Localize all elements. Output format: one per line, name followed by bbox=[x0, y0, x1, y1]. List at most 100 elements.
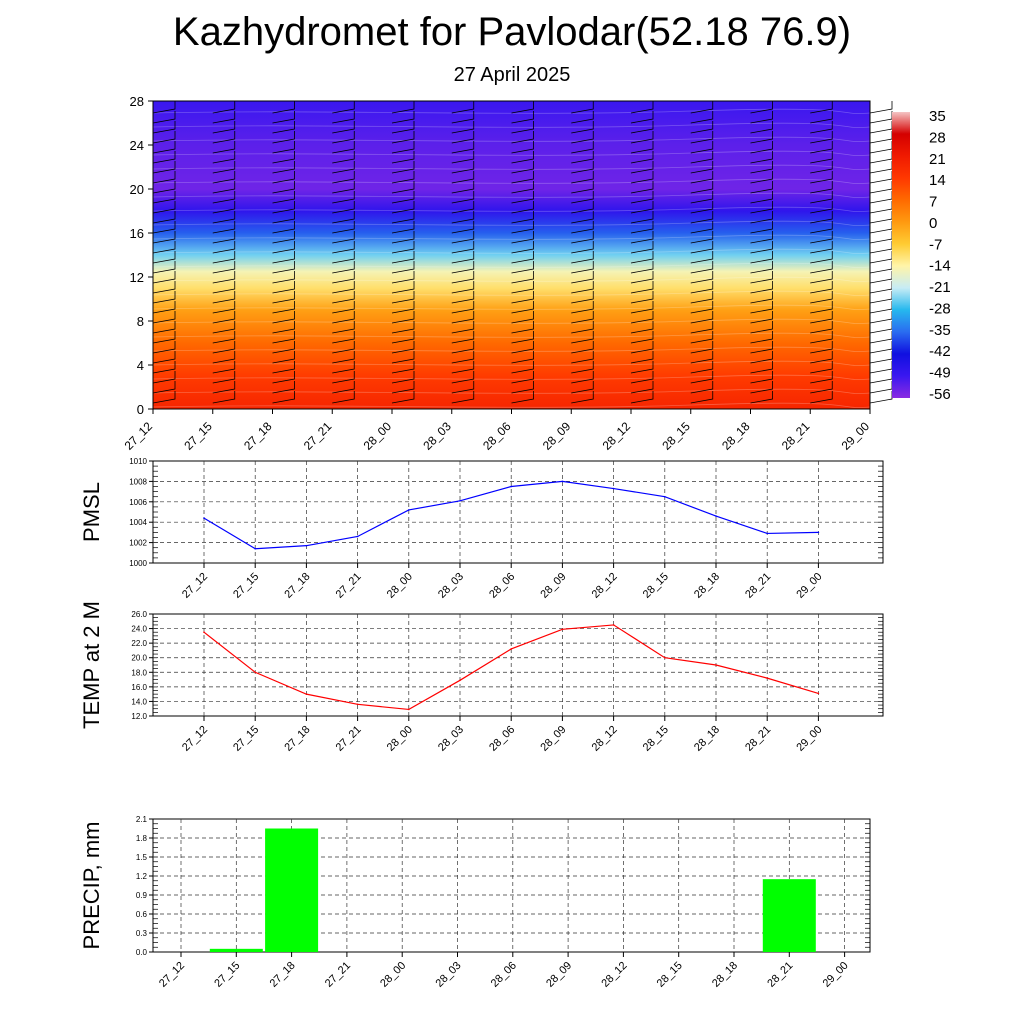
wind-barb bbox=[511, 331, 534, 344]
wind-barb bbox=[750, 101, 773, 114]
wind-barb bbox=[571, 151, 594, 164]
wind-barb bbox=[571, 361, 594, 374]
contour-line bbox=[152, 402, 871, 408]
heatmap-x-tick-label: 29_00 bbox=[839, 419, 873, 453]
wind-barb bbox=[810, 391, 833, 404]
wind-barb bbox=[272, 241, 295, 254]
temp-chart: 12.0 14.0 16.0 18.0 20.0 22.0 24.0 26.0 27_12 27_… bbox=[79, 601, 884, 754]
data-point bbox=[561, 480, 564, 483]
wind-barb bbox=[451, 241, 475, 254]
wind-barb bbox=[212, 171, 236, 184]
data-point bbox=[817, 692, 820, 695]
x-tick-label: 28_15 bbox=[641, 724, 671, 754]
x-tick-label: 28_18 bbox=[692, 571, 722, 601]
y-axis-title: PRECIP, mm bbox=[79, 822, 104, 950]
wind-barb bbox=[332, 371, 355, 384]
wind-barb bbox=[451, 151, 475, 164]
contour-line bbox=[152, 262, 871, 268]
wind-barb bbox=[750, 241, 773, 254]
wind-barb bbox=[630, 181, 654, 194]
wind-barb bbox=[571, 191, 594, 204]
wind-barb bbox=[750, 291, 773, 304]
wind-barb bbox=[152, 361, 176, 374]
colorbar-label: 7 bbox=[929, 194, 937, 211]
wind-barb bbox=[332, 151, 355, 164]
heatmap-x-tick-label: 28_06 bbox=[480, 419, 514, 453]
wind-barb bbox=[152, 371, 176, 384]
page-title: Kazhydromet for Pavlodar(52.18 76.9) bbox=[172, 10, 852, 54]
wind-barb bbox=[451, 111, 475, 124]
wind-barb bbox=[391, 211, 415, 224]
colorbar-label: -49 bbox=[929, 365, 951, 382]
wind-barb bbox=[630, 271, 654, 284]
wind-barb bbox=[272, 381, 295, 394]
wind-barb bbox=[152, 391, 176, 404]
wind-barb bbox=[152, 221, 176, 234]
colorbar-label: 0 bbox=[929, 215, 937, 232]
wind-barb bbox=[690, 131, 714, 144]
wind-barb bbox=[630, 111, 654, 124]
wind-barb bbox=[391, 261, 415, 274]
heatmap-y-tick-label: 0 bbox=[137, 402, 144, 417]
wind-barb bbox=[152, 351, 176, 364]
wind-barb bbox=[451, 381, 475, 394]
wind-barb bbox=[810, 271, 833, 284]
y-tick-label: 1006 bbox=[129, 498, 147, 507]
wind-barb bbox=[511, 261, 534, 274]
wind-barb bbox=[810, 331, 833, 344]
wind-barb bbox=[810, 111, 833, 124]
wind-barb bbox=[152, 171, 176, 184]
wind-barb bbox=[332, 281, 355, 294]
wind-barb bbox=[810, 131, 833, 144]
wind-barb bbox=[690, 101, 714, 114]
data-point bbox=[817, 531, 820, 534]
wind-barb bbox=[630, 161, 654, 174]
wind-barb bbox=[332, 211, 355, 224]
wind-barb bbox=[152, 261, 176, 274]
contour-line bbox=[152, 388, 871, 394]
heatmap-y-tick-label: 20 bbox=[130, 182, 144, 197]
wind-barb bbox=[272, 281, 295, 294]
colorbar: 35 28 21 14 7 0 -7 -14 -21 -28 -35 -42 -49 -56 bbox=[892, 108, 951, 403]
wind-barb bbox=[750, 181, 773, 194]
colorbar-label: 35 bbox=[929, 108, 946, 125]
wind-barb bbox=[451, 231, 475, 244]
panel-frame bbox=[152, 613, 884, 717]
y-tick-label: 16.0 bbox=[131, 683, 147, 692]
wind-barb bbox=[272, 131, 295, 144]
x-tick-label: 27_15 bbox=[231, 571, 261, 601]
wind-barb bbox=[212, 201, 236, 214]
x-tick-label: 27_12 bbox=[180, 724, 210, 754]
wind-barb bbox=[690, 211, 714, 224]
wind-barb bbox=[152, 291, 176, 304]
x-tick-label: 27_18 bbox=[268, 960, 298, 990]
colorbar-label: -7 bbox=[929, 236, 942, 253]
wind-barb bbox=[391, 201, 415, 214]
wind-barb bbox=[272, 171, 295, 184]
wind-barb bbox=[272, 371, 295, 384]
x-tick-label: 27_21 bbox=[334, 724, 364, 754]
wind-barb bbox=[810, 241, 833, 254]
wind-barb bbox=[272, 211, 295, 224]
wind-barb bbox=[630, 331, 654, 344]
wind-barb bbox=[630, 131, 654, 144]
wind-barb bbox=[451, 211, 475, 224]
data-point bbox=[766, 677, 768, 679]
wind-barb bbox=[690, 361, 714, 374]
precip-bar bbox=[209, 948, 263, 952]
wind-barb bbox=[152, 181, 176, 194]
wind-barb bbox=[212, 301, 236, 314]
wind-barb bbox=[571, 181, 594, 194]
wind-barb bbox=[272, 341, 295, 354]
wind-barb bbox=[391, 101, 415, 114]
contour-line bbox=[152, 150, 871, 156]
wind-barb bbox=[272, 151, 295, 164]
wind-barb bbox=[511, 161, 534, 174]
wind-barb bbox=[810, 181, 833, 194]
y-tick-label: 24.0 bbox=[131, 625, 147, 634]
colorbar-label: 14 bbox=[929, 172, 946, 189]
x-tick-label: 28_09 bbox=[538, 571, 568, 601]
wind-barb bbox=[332, 231, 355, 244]
wind-barb bbox=[391, 151, 415, 164]
